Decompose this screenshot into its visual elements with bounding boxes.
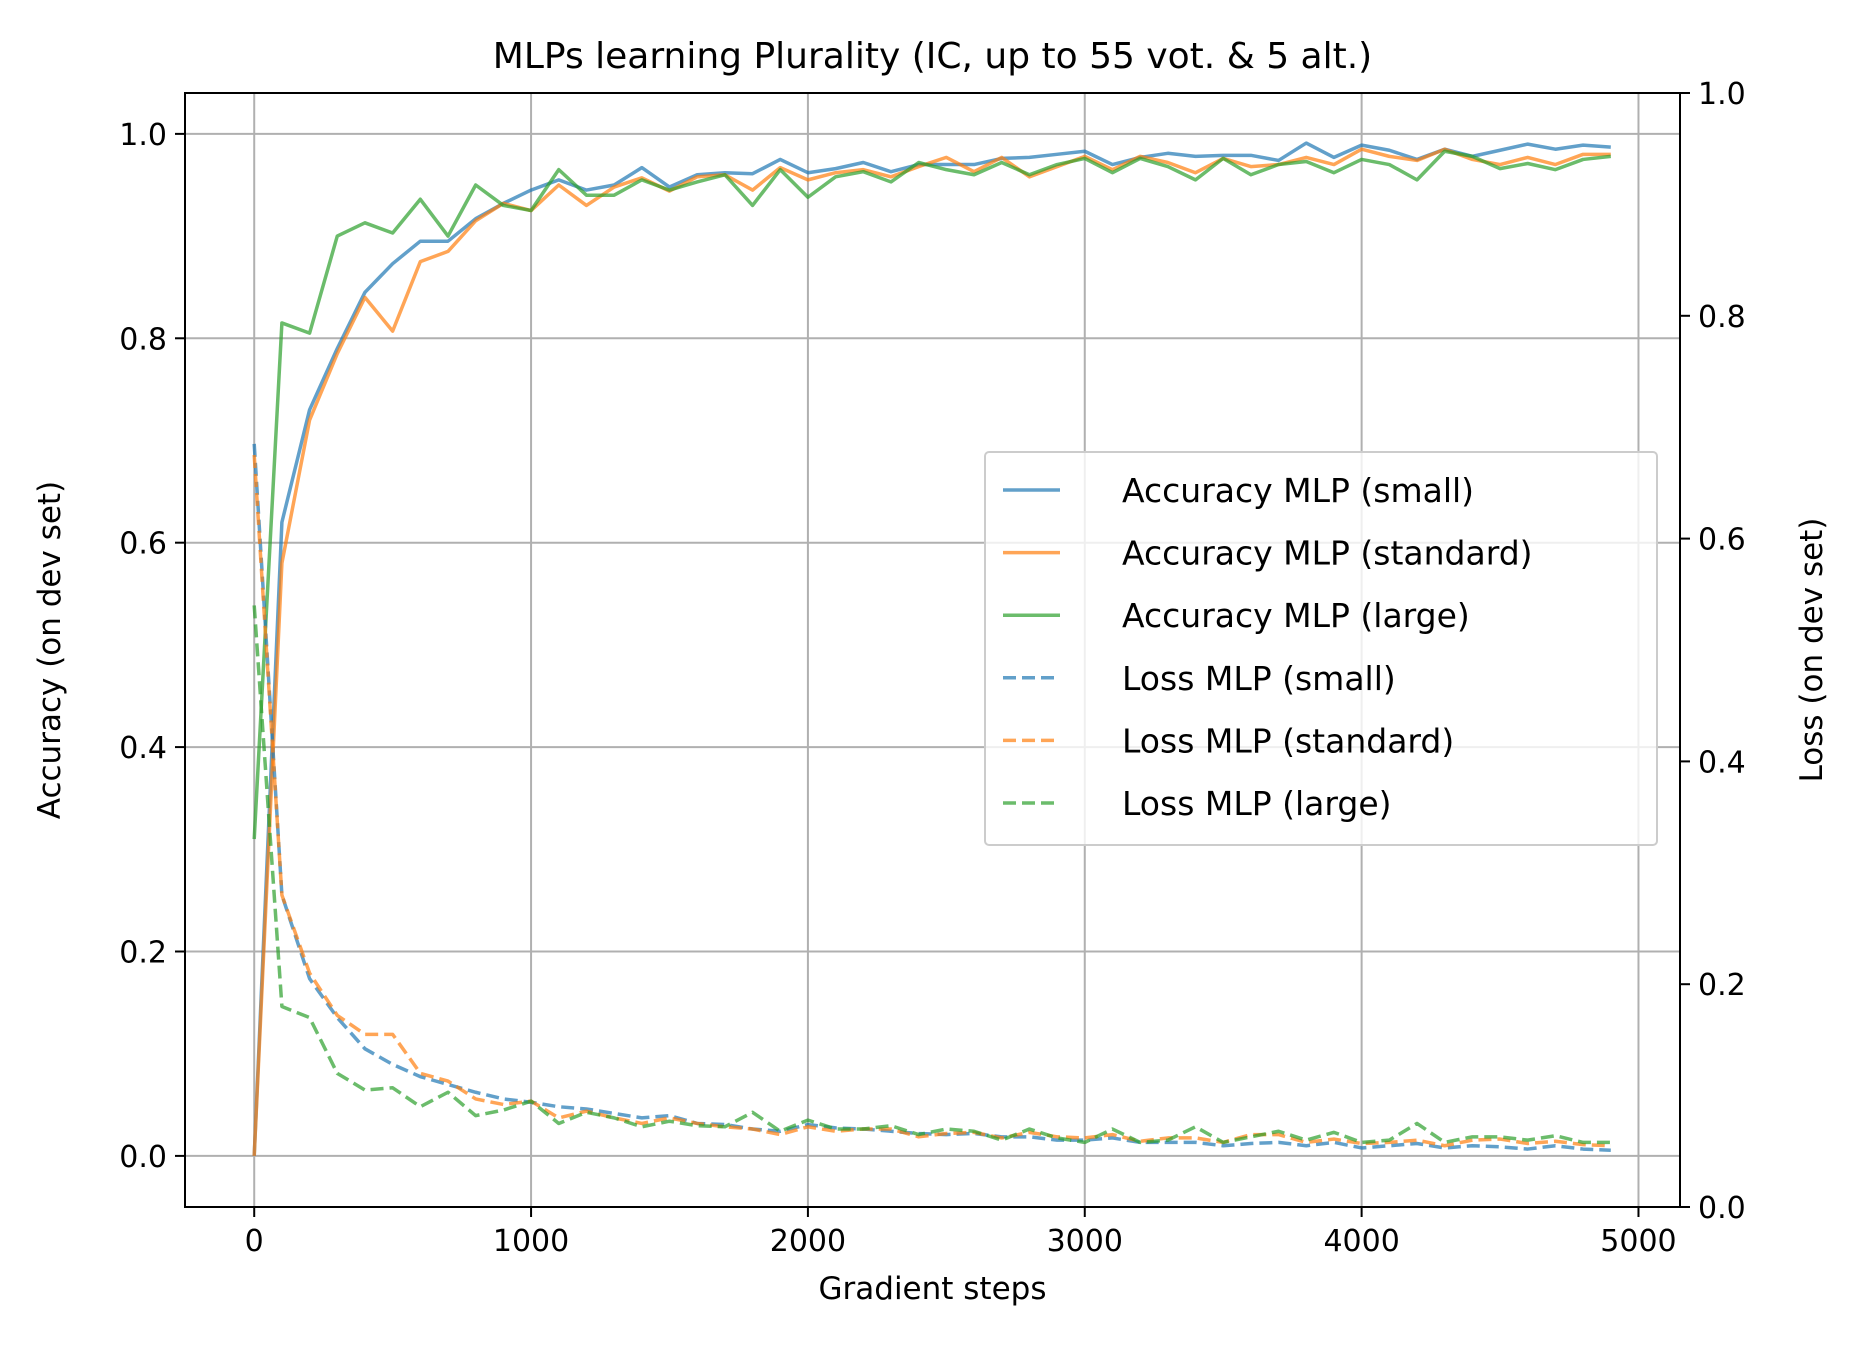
x-axis-title: Gradient steps: [819, 1271, 1047, 1307]
x-tick-label: 0: [245, 1224, 264, 1259]
series-line-loss-mlp-small: [252, 443, 1611, 1152]
series-line-accuracy-mlp-large: [252, 149, 1611, 840]
legend-label: Loss MLP (small): [1122, 659, 1396, 698]
legend-label: Loss MLP (large): [1122, 784, 1392, 823]
series-line-loss-mlp-standard: [252, 454, 1611, 1148]
ticks-layer: 0 1000 2000 3000 4000 5000 0.0 0.2 0.4 0.6 0.8 1.0 0…: [119, 77, 1745, 1259]
chart-title: MLPs learning Plurality (IC, up to 55 vo…: [493, 36, 1372, 77]
y-tick-label-left: 0.0: [119, 1140, 167, 1175]
x-tick-label: 5000: [1600, 1224, 1676, 1259]
y-tick-label-right: 0.2: [1698, 968, 1746, 1003]
x-tick-label: 2000: [770, 1224, 846, 1259]
legend-box: [984, 451, 1658, 846]
y-tick-label-left: 0.2: [119, 935, 167, 970]
series-line-accuracy-mlp-standard: [252, 147, 1611, 1156]
y-tick-label-left: 0.4: [119, 731, 167, 766]
y-tick-label-right: 0.4: [1698, 745, 1746, 780]
legend-label: Accuracy MLP (small): [1122, 471, 1474, 510]
legend-label: Loss MLP (standard): [1122, 721, 1454, 760]
y-axis-title-left: Accuracy (on dev set): [32, 481, 68, 819]
y-tick-label-left: 1.0: [119, 118, 167, 153]
x-tick-label: 1000: [493, 1224, 569, 1259]
y-tick-label-right: 0.6: [1698, 523, 1746, 558]
y-axis-title-right: Loss (on dev set): [1794, 518, 1830, 783]
legend-label: Accuracy MLP (standard): [1122, 534, 1533, 573]
x-tick-label: 4000: [1323, 1224, 1399, 1259]
y-tick-label-left: 0.8: [119, 322, 167, 357]
x-tick-label: 3000: [1047, 1224, 1123, 1259]
y-tick-label-right: 0.0: [1698, 1191, 1746, 1226]
legend-label: Accuracy MLP (large): [1122, 596, 1470, 635]
y-tick-label-right: 0.8: [1698, 300, 1746, 335]
legend: Accuracy MLP (small) Accuracy MLP (standa…: [984, 451, 1658, 846]
y-tick-label-right: 1.0: [1698, 77, 1746, 112]
series-layer: [252, 141, 1611, 1156]
plot-area-frame: [184, 92, 1681, 1208]
y-tick-label-left: 0.6: [119, 527, 167, 562]
series-line-loss-mlp-large: [252, 605, 1611, 1145]
